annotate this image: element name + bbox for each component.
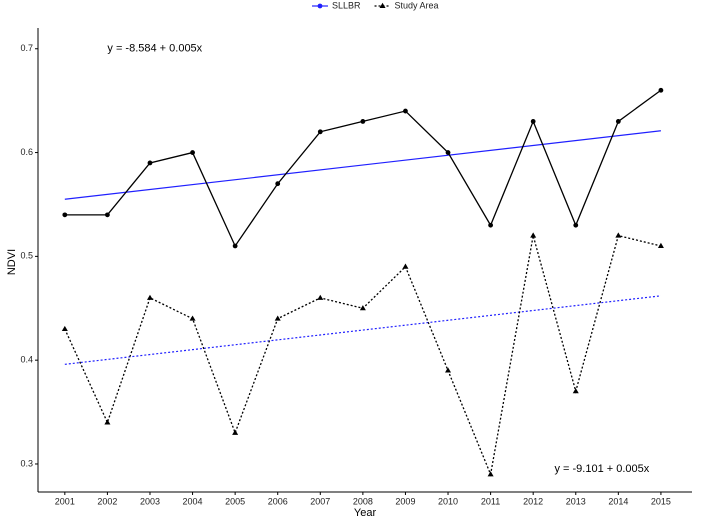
x-tick-label: 2008 <box>353 496 373 506</box>
point <box>359 305 366 311</box>
point <box>147 160 153 166</box>
point <box>317 294 324 300</box>
point <box>274 315 281 321</box>
point <box>104 419 111 425</box>
point <box>189 315 196 321</box>
y-tick-label: 0.6 <box>20 147 33 157</box>
x-tick-label: 2001 <box>55 496 75 506</box>
y-tick-label: 0.4 <box>20 355 33 365</box>
point <box>615 232 622 238</box>
point <box>105 212 110 218</box>
x-tick-label: 2011 <box>481 496 500 506</box>
point <box>317 129 323 135</box>
y-axis-title: NDVI <box>6 249 18 275</box>
x-tick-label: 2007 <box>310 496 330 506</box>
y-tick-label: 0.5 <box>20 251 33 261</box>
point <box>487 471 494 477</box>
y-tick-label: 0.3 <box>20 458 33 468</box>
legend-label: Study Area <box>395 0 439 10</box>
x-tick-label: 2005 <box>225 496 245 506</box>
point <box>530 119 536 124</box>
point <box>402 263 409 269</box>
x-tick-label: 2015 <box>651 496 671 506</box>
point <box>488 222 494 228</box>
x-tick-label: 2004 <box>183 496 203 506</box>
series-line <box>64 89 662 248</box>
x-tick-label: 2002 <box>97 496 117 506</box>
x-axis-title: Year <box>354 507 377 519</box>
y-tick-label: 0.7 <box>20 43 33 53</box>
point <box>232 429 239 435</box>
legend-label: SLLBR <box>332 0 361 10</box>
legend-marker <box>317 3 323 9</box>
series-line <box>64 234 662 477</box>
point <box>232 243 238 249</box>
point <box>403 108 408 114</box>
point <box>615 119 621 124</box>
point <box>190 150 195 155</box>
point <box>657 242 664 248</box>
point <box>658 87 664 93</box>
x-tick-label: 2009 <box>395 496 415 506</box>
point <box>445 150 451 155</box>
point <box>573 222 579 228</box>
annotation: y = -8.584 + 0.005x <box>107 43 202 55</box>
legend-marker <box>379 2 386 8</box>
point <box>61 325 68 332</box>
x-tick-label: 2012 <box>523 496 543 506</box>
point <box>146 294 153 300</box>
trend-line <box>64 130 661 200</box>
annotation: y = -9.101 + 0.005x <box>554 463 649 475</box>
point <box>360 119 366 124</box>
point <box>275 181 281 187</box>
trend-line <box>64 295 661 365</box>
point <box>572 388 579 394</box>
x-tick-label: 2006 <box>268 496 288 506</box>
x-tick-label: 2014 <box>608 496 628 506</box>
x-tick-label: 2003 <box>140 496 160 506</box>
point <box>445 367 452 373</box>
point <box>62 212 68 218</box>
x-tick-label: 2010 <box>438 496 458 506</box>
x-tick-label: 2013 <box>566 496 586 506</box>
point <box>530 232 537 238</box>
